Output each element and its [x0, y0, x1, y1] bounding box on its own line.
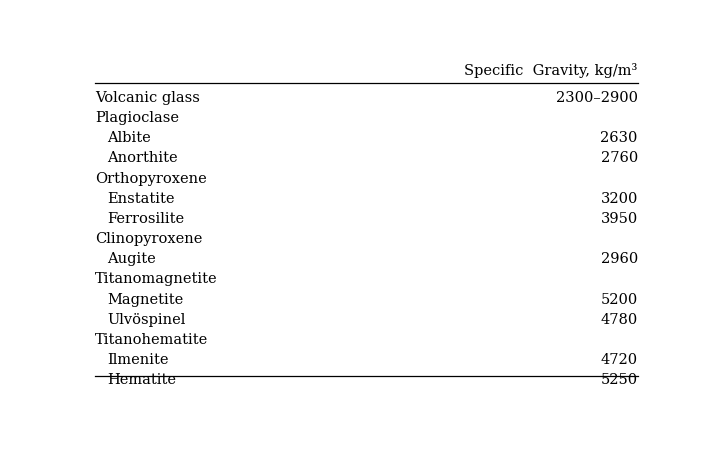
Text: Specific  Gravity, kg/m³: Specific Gravity, kg/m³: [465, 63, 638, 78]
Text: Hematite: Hematite: [108, 373, 177, 387]
Text: Ilmenite: Ilmenite: [108, 352, 169, 366]
Text: Anorthite: Anorthite: [108, 151, 178, 165]
Text: Titanomagnetite: Titanomagnetite: [95, 272, 218, 286]
Text: 4720: 4720: [601, 352, 638, 366]
Text: 3200: 3200: [600, 191, 638, 205]
Text: Augite: Augite: [108, 252, 157, 266]
Text: Titanohematite: Titanohematite: [95, 332, 208, 346]
Text: 2630: 2630: [600, 131, 638, 145]
Text: 5250: 5250: [601, 373, 638, 387]
Text: Plagioclase: Plagioclase: [95, 111, 180, 124]
Text: Orthopyroxene: Orthopyroxene: [95, 171, 207, 185]
Text: 3950: 3950: [600, 212, 638, 226]
Text: 2300–2900: 2300–2900: [556, 91, 638, 105]
Text: 4780: 4780: [600, 312, 638, 326]
Text: 5200: 5200: [600, 292, 638, 306]
Text: Clinopyroxene: Clinopyroxene: [95, 231, 202, 245]
Text: Albite: Albite: [108, 131, 151, 145]
Text: 2960: 2960: [600, 252, 638, 266]
Text: Enstatite: Enstatite: [108, 191, 175, 205]
Text: Ferrosilite: Ferrosilite: [108, 212, 185, 226]
Text: Magnetite: Magnetite: [108, 292, 184, 306]
Text: Volcanic glass: Volcanic glass: [95, 91, 200, 105]
Text: 2760: 2760: [600, 151, 638, 165]
Text: Ulvöspinel: Ulvöspinel: [108, 312, 186, 326]
